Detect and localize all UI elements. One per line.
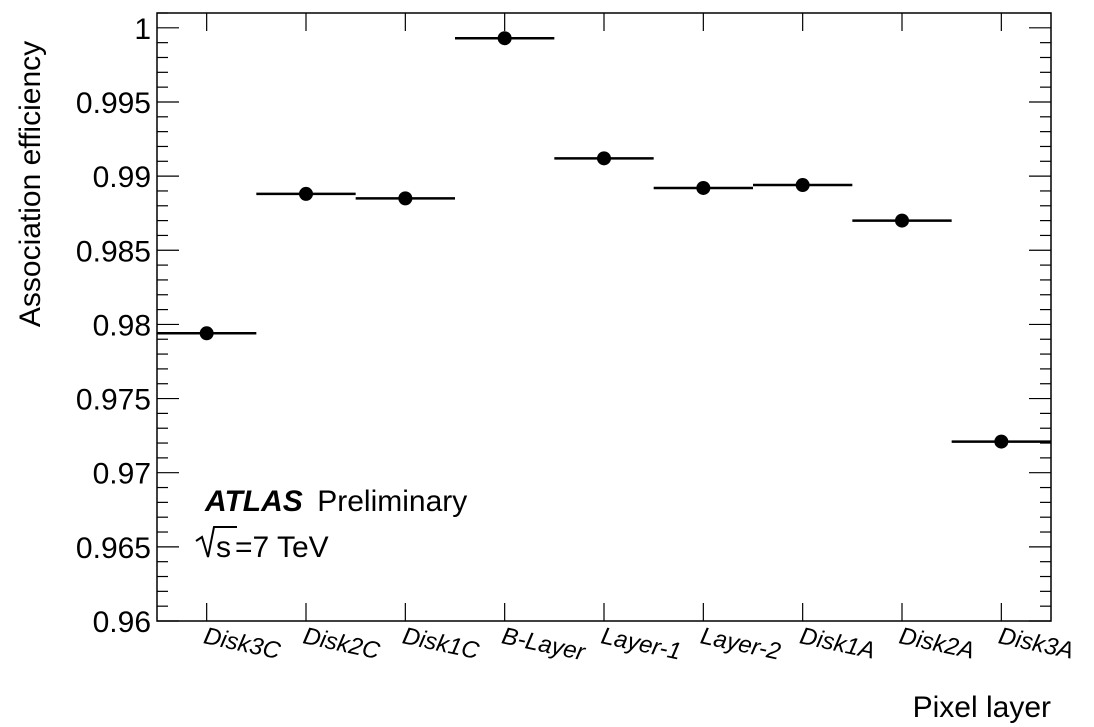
energy-sqrt-arg: s bbox=[216, 531, 231, 564]
data-point bbox=[994, 434, 1009, 449]
data-point bbox=[497, 31, 512, 46]
plot-frame bbox=[156, 12, 1052, 622]
y-axis-title: Association efficiency bbox=[14, 41, 47, 327]
experiment-label: ATLAS bbox=[204, 485, 303, 518]
data-point bbox=[795, 178, 810, 193]
x-tick-label: Disk3C bbox=[201, 622, 283, 665]
data-series bbox=[157, 31, 1051, 449]
y-tick-label: 0.98 bbox=[93, 309, 151, 342]
data-point bbox=[199, 326, 214, 341]
x-tick-label: Disk1A bbox=[797, 622, 877, 664]
y-tick-label: 0.975 bbox=[76, 384, 151, 417]
energy-label: s =7 TeV bbox=[195, 526, 329, 564]
data-point bbox=[696, 180, 711, 195]
y-tick-label: 0.965 bbox=[76, 532, 151, 565]
y-axis-ticks: 0.96 0.965 0.97 0.975 0.98 0.985 0.99 0.995 1 bbox=[76, 12, 1051, 639]
y-tick-label: 0.995 bbox=[76, 87, 151, 120]
y-tick-label: 0.97 bbox=[93, 458, 151, 491]
x-tick-label: Layer-1 bbox=[599, 622, 684, 665]
plot-border bbox=[156, 12, 1052, 622]
status-label: Preliminary bbox=[317, 485, 467, 518]
sqrt-symbol bbox=[195, 526, 237, 558]
x-tick-label: Layer-2 bbox=[698, 622, 783, 665]
y-tick-label: 0.985 bbox=[76, 235, 151, 268]
y-tick-label: 1 bbox=[134, 13, 151, 46]
x-tick-label: Disk1C bbox=[400, 622, 482, 665]
data-point bbox=[398, 191, 413, 206]
x-axis-title: Pixel layer bbox=[913, 691, 1051, 724]
x-tick-label: Disk2A bbox=[897, 622, 977, 664]
atlas-label: ATLAS Preliminary bbox=[204, 485, 467, 518]
data-point bbox=[299, 186, 313, 201]
data-point bbox=[895, 213, 909, 228]
x-tick-label: Disk3A bbox=[996, 622, 1076, 664]
x-tick-label: B-Layer bbox=[499, 622, 588, 666]
energy-value: =7 TeV bbox=[235, 531, 329, 564]
y-tick-label: 0.96 bbox=[93, 606, 151, 639]
x-tick-label: Disk2C bbox=[301, 622, 383, 665]
data-point bbox=[597, 151, 611, 166]
x-axis-ticks: Disk3C Disk2C Disk1C B-Layer Layer-1 Layer-2 D… bbox=[201, 13, 1076, 667]
y-tick-label: 0.99 bbox=[93, 161, 151, 194]
